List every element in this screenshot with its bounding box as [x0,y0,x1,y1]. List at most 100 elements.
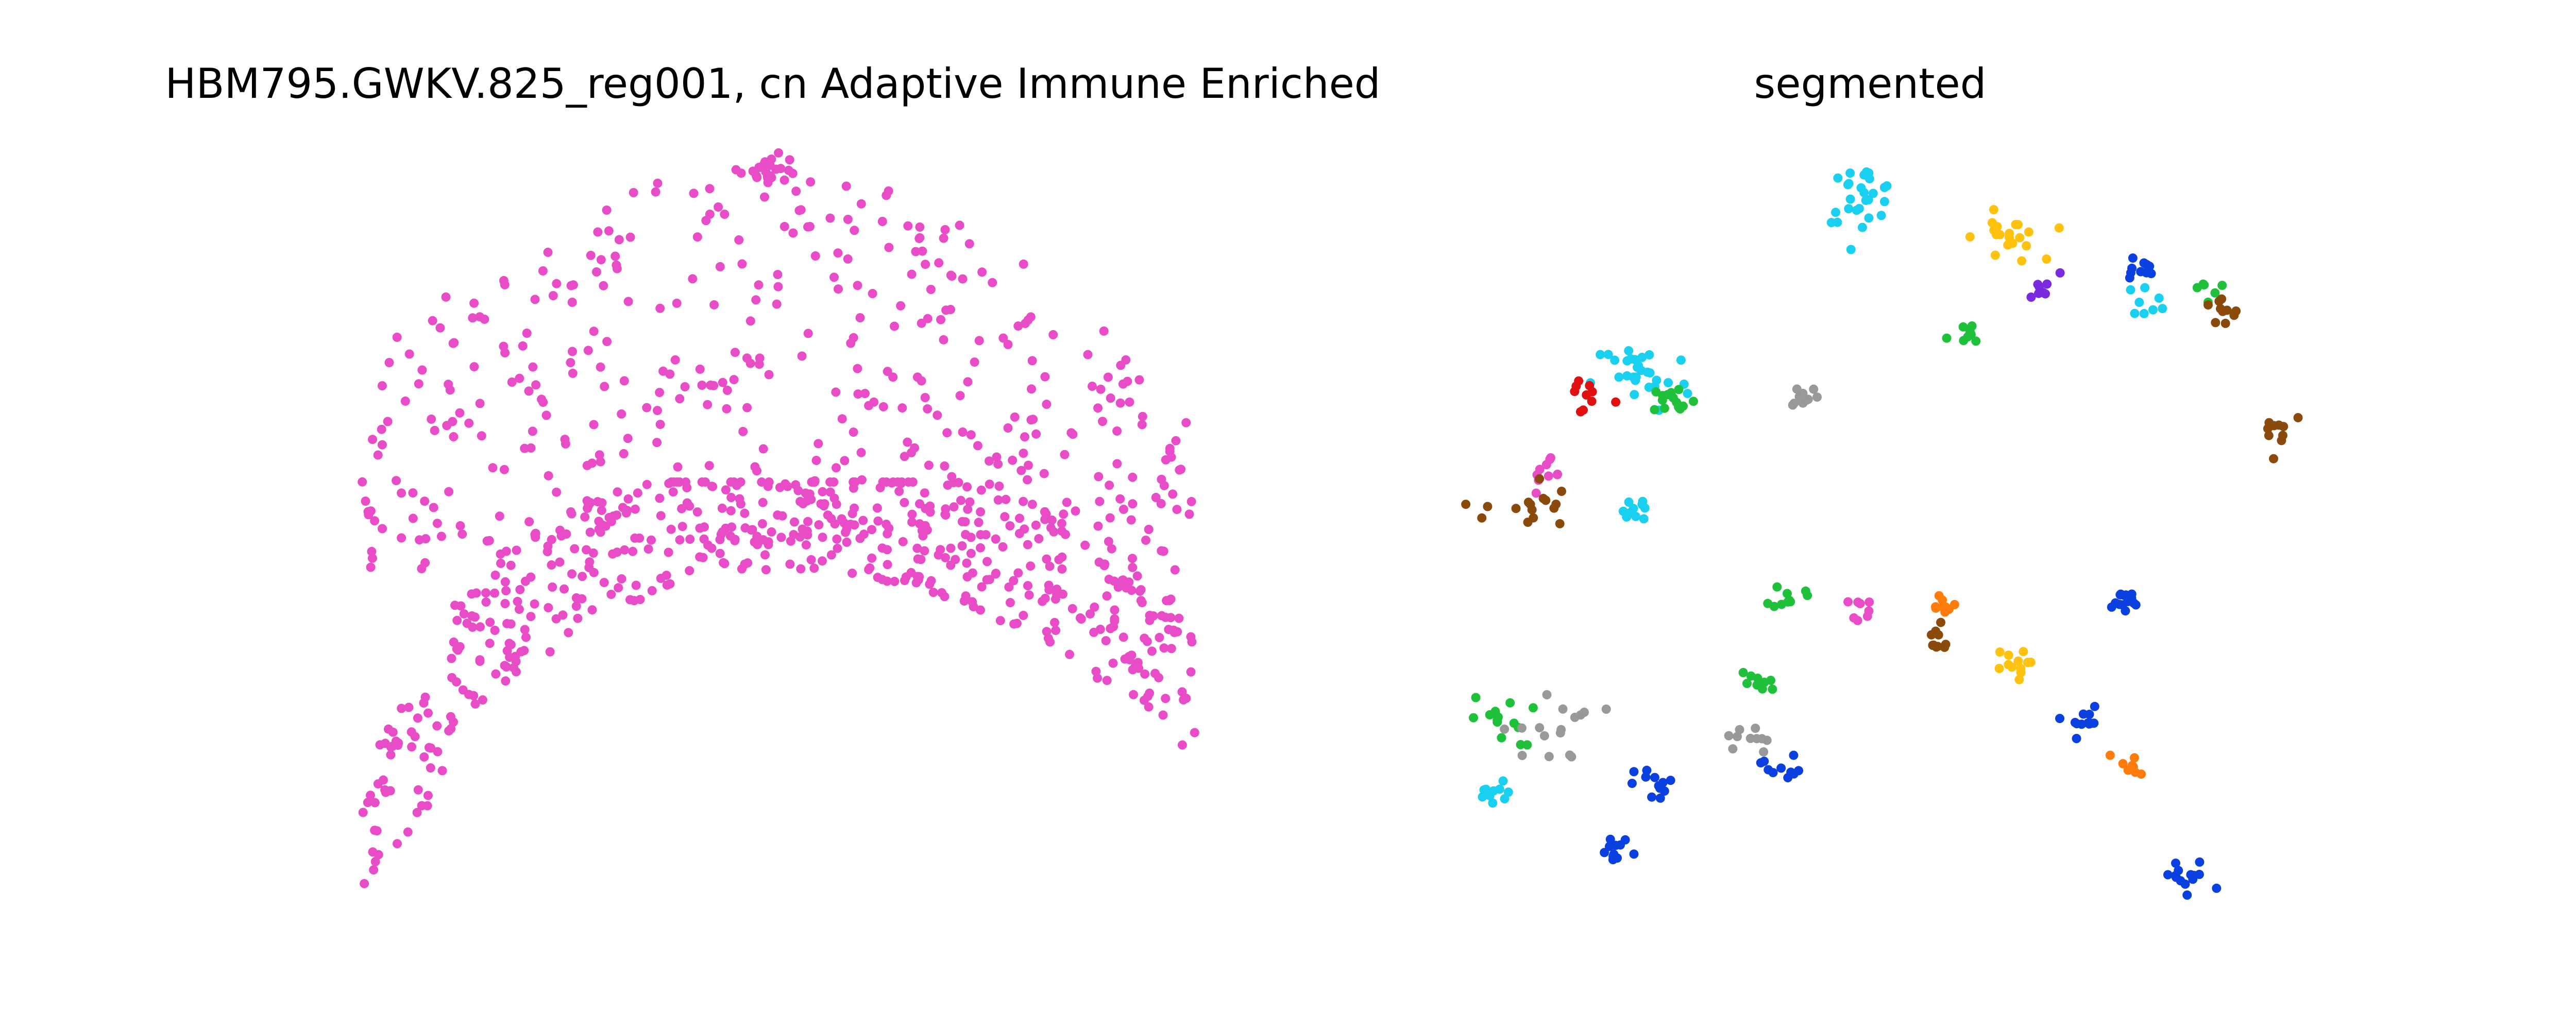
data-point [740,508,750,518]
segment-cluster [2204,294,2241,328]
data-point [912,572,922,581]
data-point [1144,525,1154,534]
data-point [991,534,1001,544]
data-point [1498,776,1508,786]
data-point [2212,883,2222,893]
data-point [2211,318,2221,328]
data-point [656,511,666,521]
data-point [1575,407,1585,417]
data-point [495,511,504,521]
data-point [890,577,900,586]
data-point [715,262,725,271]
data-point [2171,872,2181,882]
data-point [1161,455,1171,465]
data-point [1738,668,1748,677]
data-point [1879,197,1889,207]
data-point [407,742,417,752]
data-point [1080,540,1090,550]
segment-cluster [2026,268,2065,302]
data-point [740,559,750,569]
data-point [1505,698,1515,708]
data-point [377,381,387,391]
data-point [1126,515,1136,525]
data-point [552,487,562,497]
data-point [1494,712,1503,722]
data-point [445,385,455,395]
data-point [942,428,952,438]
data-point [940,225,950,234]
data-point [745,316,755,326]
segment-cluster [1763,582,1812,611]
data-point [946,543,956,553]
data-point [430,425,439,435]
data-point [1989,205,1998,215]
data-point [2034,288,2043,298]
data-point [1724,731,1734,741]
data-point [939,233,948,243]
data-point [597,506,606,516]
data-point [1086,609,1095,619]
data-point [1511,504,1521,513]
data-point [1132,571,1142,581]
data-point [959,596,969,606]
data-point [435,323,445,333]
data-point [1995,647,2005,657]
data-point [976,605,985,615]
data-point [1000,512,1010,522]
data-point [1755,679,1764,689]
data-point [568,368,578,378]
data-point [1003,423,1013,433]
data-point [797,351,807,361]
data-point [1776,763,1786,773]
data-point [2078,709,2088,719]
data-point [1500,724,1510,734]
data-point [2278,431,2287,440]
data-point [1746,671,1756,681]
data-point [2022,241,2031,251]
data-point [956,495,965,505]
data-point [360,879,369,888]
data-point [613,487,622,497]
data-point [635,595,645,605]
data-point [1157,474,1166,484]
data-point [358,477,367,487]
data-point [1129,690,1138,699]
data-point [373,779,383,789]
data-point [985,456,994,466]
data-point [1629,504,1638,513]
data-point [652,438,662,448]
data-point [1844,204,1854,214]
data-point [625,232,635,242]
data-point [1855,599,1865,608]
data-point [887,478,896,488]
data-point [643,544,653,554]
data-point [566,358,575,368]
data-point [1763,598,1773,608]
data-point [633,488,642,498]
data-point [363,798,372,808]
data-point [1845,194,1855,204]
data-point [599,281,608,290]
data-point [873,516,883,526]
data-point [736,168,746,178]
data-point [1134,375,1144,385]
data-point [2015,233,2025,243]
data-point [491,669,501,679]
data-point [2140,283,2150,293]
data-point [432,721,442,731]
data-point [653,178,663,188]
data-point [946,560,956,570]
data-point [747,525,756,535]
data-point [593,497,603,507]
data-point [958,274,968,284]
data-point [840,456,850,466]
data-point [448,338,458,348]
data-point [511,667,521,677]
data-point [1118,505,1128,514]
data-point [801,488,810,498]
data-point [1105,480,1114,490]
data-point [589,327,599,336]
data-point [2111,598,2120,608]
data-point [366,506,376,516]
data-point [1655,793,1665,803]
